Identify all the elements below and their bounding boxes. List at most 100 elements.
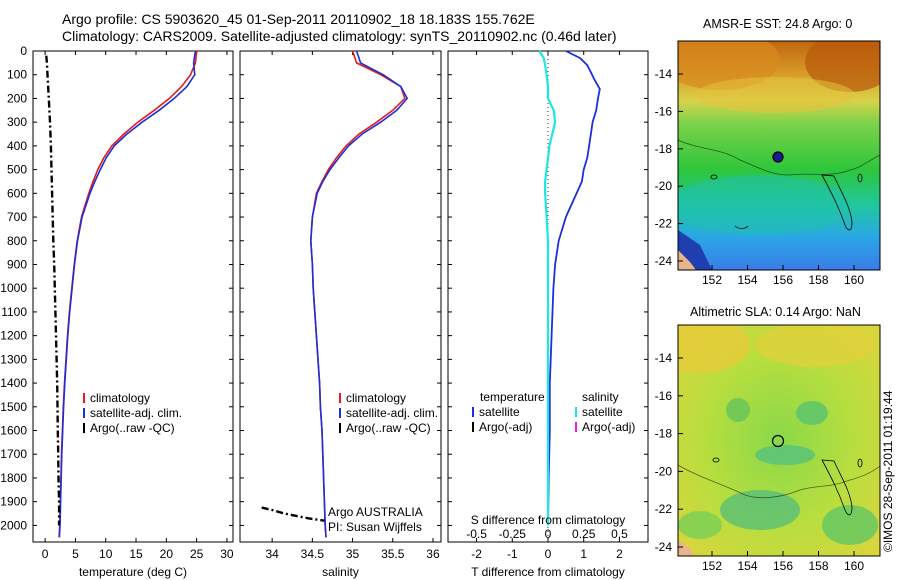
lat-tick-label: -24 xyxy=(655,540,673,554)
s-tick-label: -0.5 xyxy=(466,527,487,541)
legend-entry: satellite xyxy=(479,405,520,419)
depth-tick-label: 1200 xyxy=(0,329,27,343)
depth-tick-label: 1100 xyxy=(1,305,27,319)
depth-tick-label: 1400 xyxy=(0,376,27,390)
lon-tick-label: 152 xyxy=(702,273,722,287)
x-tick-label: 25 xyxy=(190,547,204,561)
legend-entry: climatology xyxy=(90,391,150,405)
legend-entry: Argo(..raw -QC) xyxy=(346,421,431,435)
lon-tick-label: 158 xyxy=(808,273,828,287)
s-tick-label: 0 xyxy=(545,527,552,541)
lon-tick-label: 158 xyxy=(808,559,828,573)
depth-tick-label: 900 xyxy=(7,257,27,271)
depth-tick-label: 1800 xyxy=(0,471,27,485)
x-tick-label: 20 xyxy=(160,547,174,561)
legend-entry: satellite xyxy=(582,405,623,419)
legend-entry: Argo(..raw -QC) xyxy=(90,421,175,435)
x-tick-label: 5 xyxy=(72,547,79,561)
legend-entry: climatology xyxy=(346,391,406,405)
x-tick-label: 35 xyxy=(346,547,360,561)
x-tick-label: 0 xyxy=(42,547,49,561)
temperature-plot-frame xyxy=(32,50,234,543)
salinity-profile-panel: 34 34.5 35 35.5 36 salinity climatologysatelli… xyxy=(240,50,441,579)
depth-axis: 0 100 200 300 400 500 600 700 800 900 1000 1100 1200… xyxy=(0,44,27,532)
legend-heading: temperature xyxy=(480,390,545,404)
coast-land xyxy=(678,540,694,556)
difference-profile-panel: -2 -1 0 1 2 -0.5 -0.25 0 0.25 0.5S difference fro… xyxy=(448,50,648,579)
legend-entry: satellite-adj. clim. xyxy=(90,406,182,420)
salinity-satellite-line xyxy=(538,50,557,526)
temperature-satellite-line xyxy=(547,50,601,526)
s-tick-label: 0.5 xyxy=(611,527,628,541)
depth-tick-label: 300 xyxy=(7,115,27,129)
s-tick-label: 0.25 xyxy=(572,527,596,541)
x-axis-label: salinity xyxy=(322,565,359,579)
sst-map-title: AMSR-E SST: 24.8 Argo: 0 xyxy=(703,17,853,31)
x-tick-label: 10 xyxy=(99,547,113,561)
coast-land xyxy=(678,250,696,270)
lat-tick-label: -14 xyxy=(655,351,673,365)
depth-tick-label: 2000 xyxy=(0,518,27,532)
x-tick-label: -1 xyxy=(507,547,518,561)
depth-tick-label: 600 xyxy=(7,186,27,200)
lon-tick-label: 154 xyxy=(737,273,757,287)
satellite-adj-clim-line xyxy=(58,50,197,538)
imos-credit: ©IMOS 28-Sep-2011 01:19:44 xyxy=(881,390,895,552)
depth-tick-label: 800 xyxy=(7,234,27,248)
argo-line xyxy=(45,55,61,526)
x-tick-label: 1 xyxy=(580,547,587,561)
lon-tick-label: 156 xyxy=(773,273,793,287)
s-tick-label: -0.25 xyxy=(499,527,527,541)
depth-tick-label: 1300 xyxy=(0,352,27,366)
argo-annotation: Argo AUSTRALIA xyxy=(328,505,423,519)
sla-map-title: Altimetric SLA: 0.14 Argo: NaN xyxy=(690,305,861,319)
x-axis-label: temperature (deg C) xyxy=(79,565,187,579)
depth-tick-label: 500 xyxy=(7,163,27,177)
depth-tick-label: 400 xyxy=(7,139,27,153)
x-tick-label: 34.5 xyxy=(301,547,325,561)
lon-tick-label: 154 xyxy=(737,559,757,573)
depth-tick-label: 1600 xyxy=(0,424,27,438)
depth-tick-label: 700 xyxy=(7,210,27,224)
sst-map: -14 -16 -18 -20 -22 -24 152 154 156 158 160 xyxy=(655,40,881,287)
lat-tick-label: -20 xyxy=(655,464,673,478)
lat-tick-label: -14 xyxy=(655,67,673,81)
lat-tick-label: -22 xyxy=(655,217,673,231)
x-tick-label: 2 xyxy=(616,547,623,561)
legend-entry: Argo(-adj) xyxy=(479,420,532,434)
lon-tick-label: 156 xyxy=(773,559,793,573)
x-tick-label: 15 xyxy=(129,547,143,561)
x-tick-label: 36 xyxy=(426,547,440,561)
x-tick-label: 30 xyxy=(220,547,234,561)
x-tick-label: 0 xyxy=(545,547,552,561)
x-tick-label: 34 xyxy=(265,547,279,561)
lat-tick-label: -18 xyxy=(655,427,673,441)
temperature-profile-panel: 0 5 10 15 20 25 30 temperature (deg C) climatolo… xyxy=(33,50,234,579)
depth-tick-label: 1500 xyxy=(0,400,27,414)
lat-tick-label: -20 xyxy=(655,179,673,193)
satellite-adj-clim-line xyxy=(309,50,409,538)
salinity-plot-frame xyxy=(239,50,442,543)
depth-tick-label: 1900 xyxy=(0,495,27,509)
lon-tick-label: 160 xyxy=(844,273,864,287)
climatology-line xyxy=(58,50,198,538)
lat-tick-label: -16 xyxy=(655,389,673,403)
depth-tick-label: 100 xyxy=(7,68,27,82)
depth-tick-label: 1000 xyxy=(0,281,27,295)
depth-tick-label: 1700 xyxy=(0,447,27,461)
top-axis-label: S difference from climatology xyxy=(471,513,626,527)
x-tick-label: 35.5 xyxy=(381,547,405,561)
figure-title-line1: Argo profile: CS 5903620_45 01-Sep-2011 … xyxy=(62,11,535,27)
lat-tick-label: -16 xyxy=(655,104,673,118)
sla-map: -14 -16 -18 -20 -22 -24 152 154 156 158 160 xyxy=(655,324,881,573)
x-axis-label: T difference from climatology xyxy=(471,565,625,579)
lat-tick-label: -24 xyxy=(655,254,673,268)
lon-tick-label: 160 xyxy=(844,559,864,573)
figure-title-line2: Climatology: CARS2009. Satellite-adjuste… xyxy=(62,28,617,44)
lat-tick-label: -22 xyxy=(655,502,673,516)
argo-annotation: PI: Susan Wijffels xyxy=(328,520,422,534)
lat-tick-label: -18 xyxy=(655,142,673,156)
legend-heading: salinity xyxy=(582,390,619,404)
depth-tick-label: 0 xyxy=(20,44,27,58)
